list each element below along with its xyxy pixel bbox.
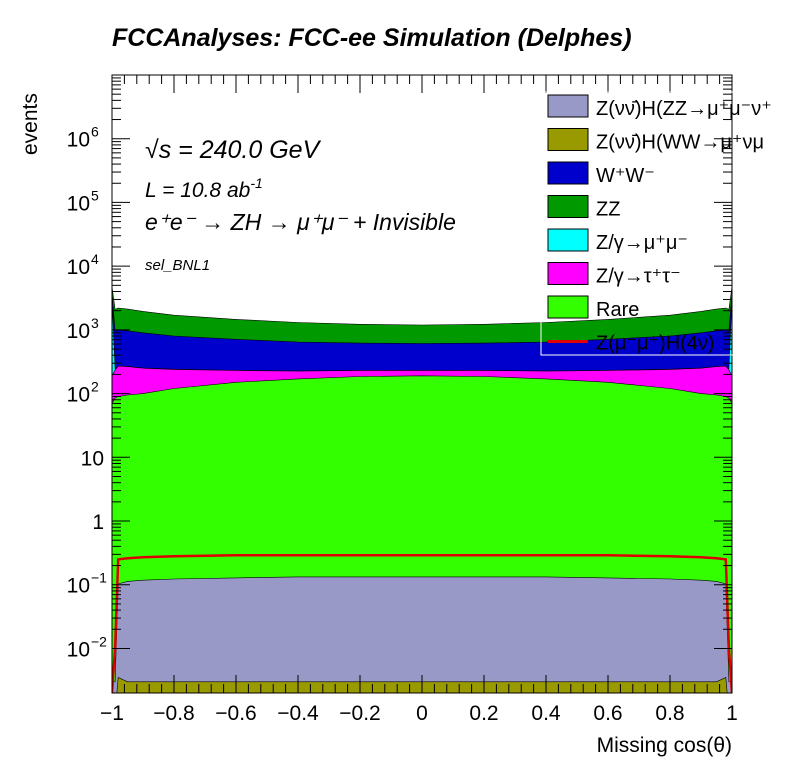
y-tick-label: 10 <box>67 320 90 343</box>
x-tick-label: 0.4 <box>531 702 561 725</box>
y-tick-exponent: 5 <box>91 187 99 203</box>
y-tick-label: 10 <box>67 384 90 407</box>
annotation-lumi-text: L = 10.8 ab <box>145 179 251 202</box>
legend-label: ZZ <box>596 199 620 221</box>
x-tick-label: 0 <box>416 702 428 725</box>
signal-line-layer <box>112 554 732 693</box>
y-tick-label: 10 <box>67 129 90 152</box>
legend-label: W⁺W⁻ <box>596 165 655 187</box>
y-axis-label: events <box>19 93 42 155</box>
annotation-lumi-exp: -1 <box>250 175 262 191</box>
y-tick-exponent: −1 <box>91 570 107 586</box>
signal-line <box>112 554 732 693</box>
y-tick-exponent: 6 <box>91 124 99 140</box>
annotation-sqrt-s: √s = 240.0 GeV <box>145 136 322 164</box>
x-tick-label: −0.8 <box>153 702 194 725</box>
legend-swatch <box>547 262 589 285</box>
x-tick-label: 0.2 <box>469 702 498 725</box>
y-tick-label: 10 <box>67 192 90 215</box>
legend-label: Z/γ→μ⁺μ⁻ <box>596 232 688 254</box>
y-tick-label: 10 <box>67 575 90 598</box>
y-tick-label: 10 <box>67 638 90 661</box>
legend-swatch <box>547 295 589 319</box>
legend-swatch <box>547 94 589 118</box>
x-tick-label: −1 <box>100 702 124 725</box>
stacked-histograms <box>112 286 732 693</box>
y-tick-label: 10 <box>81 447 104 470</box>
legend-label: Z(μ⁻μ⁺)H(4ν) <box>596 333 715 355</box>
legend-frame <box>540 91 796 356</box>
legend-label: Z/γ→τ⁺τ⁻ <box>596 266 681 288</box>
annotation-lumi: L = 10.8 ab-1 <box>145 175 263 202</box>
legend-swatch <box>547 195 589 218</box>
legend: Z(νν̄)H(ZZ→μ⁺μ⁻ν⁺ Z(νν̄)H(WW→μ⁺νμ W⁺W⁻ ZZ Z/… <box>540 91 796 356</box>
x-tick-label: −0.2 <box>339 702 380 725</box>
x-tick-label: −0.6 <box>215 702 256 725</box>
x-tick-label: 0.8 <box>655 702 684 725</box>
annotation-process: e⁺e⁻ → ZH → μ⁺μ⁻ + Invisible <box>145 209 456 235</box>
y-tick-exponent: −2 <box>91 633 107 649</box>
chart-title: FCCAnalyses: FCC-ee Simulation (Delphes) <box>112 24 632 52</box>
y-tick-exponent: 3 <box>91 315 99 331</box>
legend-swatch <box>547 228 589 252</box>
x-tick-label: 0.6 <box>593 702 622 725</box>
x-tick-label: 1 <box>726 702 738 725</box>
annotation-selection: sel_BNL1 <box>145 257 210 274</box>
y-tick-label: 1 <box>92 511 104 534</box>
legend-swatch <box>547 161 589 185</box>
y-tick-exponent: 4 <box>91 251 99 267</box>
x-tick-label: −0.4 <box>277 702 319 725</box>
y-tick-exponent: 2 <box>91 379 99 395</box>
legend-swatch <box>547 128 589 151</box>
y-tick-label: 10 <box>67 256 90 279</box>
legend-label: Z(νν̄)H(ZZ→μ⁺μ⁻ν⁺ <box>596 98 772 120</box>
x-axis-label: Missing cos(θ) <box>597 734 732 757</box>
legend-label: Z(νν̄)H(WW→μ⁺νμ <box>596 132 764 154</box>
legend-label: Rare <box>596 299 639 321</box>
x-axis: −1 −0.8 −0.6 −0.4 −0.2 0 0.2 0.4 0.6 0.8 1 <box>100 75 738 725</box>
